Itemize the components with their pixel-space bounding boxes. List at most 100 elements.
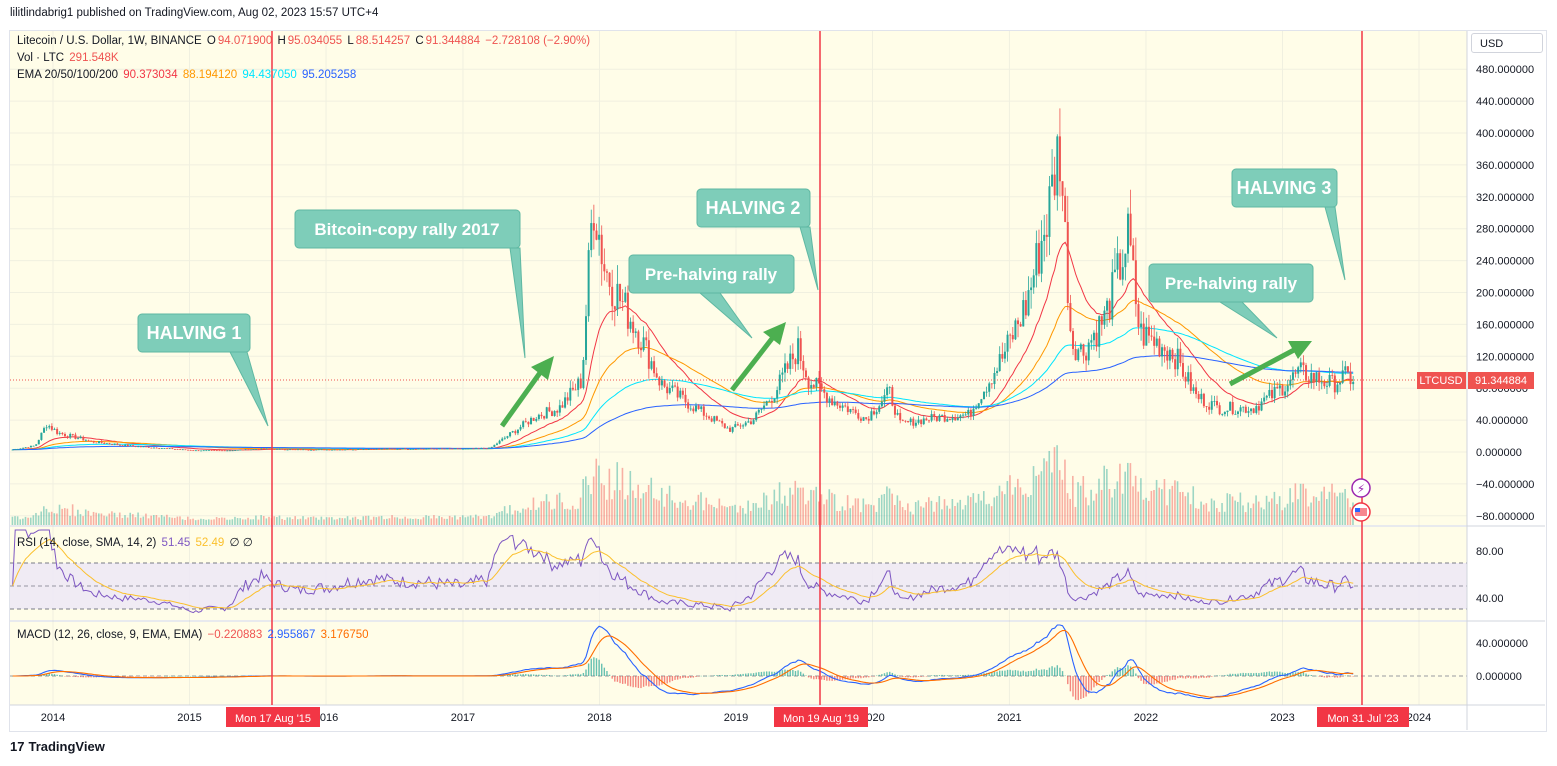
macd-histogram-bar xyxy=(881,674,883,676)
macd-histogram-bar xyxy=(645,676,647,686)
macd-histogram-bar xyxy=(988,672,990,676)
macd-histogram-bar xyxy=(813,676,815,680)
volume-bar xyxy=(181,519,184,525)
candle-body xyxy=(1265,395,1268,398)
volume-bar xyxy=(1098,478,1100,525)
volume-bar xyxy=(820,494,823,525)
volume-bar xyxy=(255,515,257,525)
volume-bar xyxy=(1090,489,1092,525)
volume-bar xyxy=(880,494,883,525)
macd-histogram-bar xyxy=(964,674,967,676)
volume-bar xyxy=(147,518,150,525)
volume-bar xyxy=(938,496,941,525)
macd-histogram-bar xyxy=(726,675,729,676)
volume-bar xyxy=(441,517,443,525)
macd-histogram-bar xyxy=(1048,667,1051,676)
macd-histogram-bar xyxy=(1234,673,1237,676)
candle-body xyxy=(184,449,187,451)
volume-bar xyxy=(797,487,799,525)
ema-lines xyxy=(12,241,1354,451)
ema-line xyxy=(12,241,1354,451)
last-price-label: 91.344884 xyxy=(1475,375,1527,387)
macd-histogram-bar xyxy=(944,675,946,676)
macd-histogram-bar xyxy=(229,675,231,677)
volume-bar xyxy=(111,511,113,525)
volume-bar xyxy=(933,511,935,525)
legend-ema[interactable]: EMA 20/50/100/200 90.373034 88.194120 94… xyxy=(17,69,357,81)
volume-bar xyxy=(928,497,930,525)
legend-price[interactable]: Litecoin / U.S. Dollar, 1W, BINANCE O 94.… xyxy=(17,35,591,47)
macd-histogram-bar xyxy=(1093,676,1095,688)
volume-bar xyxy=(1226,493,1229,525)
macd-histogram-bar xyxy=(930,675,933,676)
candle-body xyxy=(1092,332,1095,341)
candle-body xyxy=(1085,355,1088,361)
footer-brand[interactable]: 17 TradingView xyxy=(10,739,105,754)
macd-histogram-bar xyxy=(582,672,585,676)
volume-bar xyxy=(448,515,451,525)
currency-button[interactable]: USD xyxy=(1471,33,1543,53)
candle-body xyxy=(540,414,543,417)
macd-histogram-bar xyxy=(692,676,695,678)
macd-histogram-bar xyxy=(632,676,634,688)
price-tick-label: −40.000000 xyxy=(1476,479,1534,491)
volume-bar xyxy=(1244,512,1247,525)
candle-body xyxy=(907,421,910,423)
volume-bar xyxy=(637,484,639,525)
price-tick-label: 440.000000 xyxy=(1476,96,1534,108)
candle-body xyxy=(375,448,378,450)
volume-bar xyxy=(1119,463,1121,525)
volume-bar xyxy=(985,504,988,525)
volume-bar xyxy=(1027,496,1030,525)
volume-bar xyxy=(729,506,731,525)
macd-histogram-bar xyxy=(1009,669,1011,676)
candle-body xyxy=(666,386,669,394)
macd-histogram-bar xyxy=(509,674,511,676)
macd-histogram-bar xyxy=(1197,676,1200,679)
volume-bar xyxy=(527,507,530,525)
macd-histogram-bar xyxy=(1140,676,1142,681)
macd-histogram-bar xyxy=(155,676,158,677)
macd-histogram-bar xyxy=(140,676,142,677)
legend-volume[interactable]: Vol · LTC 291.548K xyxy=(17,52,119,64)
callout-halving-2-text: HALVING 2 xyxy=(706,198,801,218)
macd-histogram-bar xyxy=(506,674,509,676)
candle-body xyxy=(689,408,692,410)
candle-body xyxy=(1045,234,1048,237)
candle-body xyxy=(1236,411,1239,414)
volume-bar xyxy=(1019,487,1022,525)
macd-histogram-bar xyxy=(559,675,561,677)
candle-body xyxy=(1294,372,1297,374)
candle-body xyxy=(1210,401,1213,410)
legend-rsi-value: 51.45 xyxy=(161,537,191,549)
candle-body xyxy=(231,450,234,452)
macd-histogram-bar xyxy=(1281,672,1284,676)
legend-macd[interactable]: MACD (12, 26, close, 9, EMA, EMA) −0.220… xyxy=(17,629,369,641)
volume-bar xyxy=(317,519,320,525)
candle-body xyxy=(755,412,758,421)
candle-body xyxy=(1108,300,1111,320)
candle-body xyxy=(687,402,690,409)
macd-histogram-bar xyxy=(1074,676,1077,700)
macd-histogram-bar xyxy=(697,676,700,677)
volume-bar xyxy=(281,518,283,525)
volume-bar xyxy=(1153,490,1155,525)
candle-body xyxy=(383,448,386,450)
candle-body xyxy=(867,418,870,421)
macd-histogram-bar xyxy=(909,676,912,678)
candle-body xyxy=(98,441,101,444)
volume-bar xyxy=(1024,493,1027,525)
volume-bar xyxy=(1344,488,1346,525)
candle-body xyxy=(283,449,286,451)
candle-body xyxy=(873,411,876,415)
volume-bar xyxy=(1053,447,1056,525)
candle-body xyxy=(1195,387,1198,395)
candle-body xyxy=(1268,389,1271,396)
legend-rsi[interactable]: RSI (14, close, SMA, 14, 2) 51.45 52.49 … xyxy=(17,537,253,549)
macd-histogram-bar xyxy=(1077,676,1079,701)
volume-bar xyxy=(647,484,650,525)
volume-bar xyxy=(862,498,865,525)
volume-bar xyxy=(888,488,891,525)
volume-bar xyxy=(802,487,804,525)
